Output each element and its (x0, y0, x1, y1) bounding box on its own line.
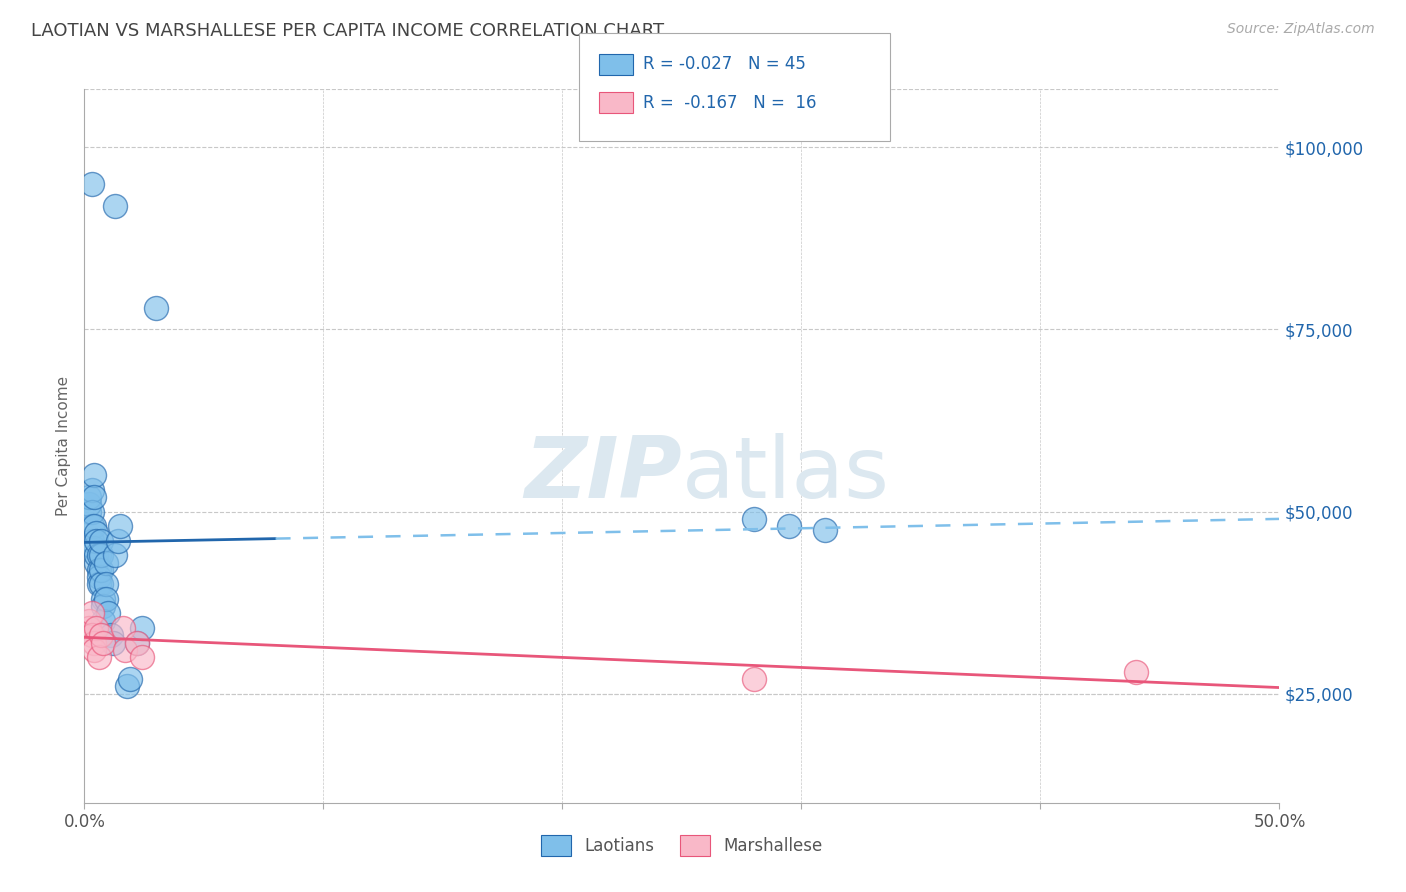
Point (93, 599, 115, 614)
Point (742, 672, 765, 686)
Point (104, 199, 127, 213)
Point (83, 519, 105, 533)
Legend: Laotians, Marshallese: Laotians, Marshallese (534, 829, 830, 863)
Point (83, 541, 105, 555)
Point (77, 621, 100, 635)
Point (90, 628, 112, 642)
Point (80, 483, 103, 497)
Point (107, 533, 129, 548)
Point (80, 628, 103, 642)
Point (77, 497, 100, 511)
Point (101, 635, 124, 649)
Point (814, 523, 837, 537)
Point (1125, 665, 1147, 679)
Point (93, 591, 115, 606)
Point (94, 577, 117, 591)
Point (104, 548, 127, 562)
Point (80, 504, 103, 518)
Point (117, 679, 139, 693)
Text: R = -0.027   N = 45: R = -0.027 N = 45 (643, 55, 806, 73)
Point (90, 577, 112, 591)
Point (118, 672, 141, 686)
Text: Source: ZipAtlas.com: Source: ZipAtlas.com (1227, 22, 1375, 37)
Point (93, 614, 115, 628)
Point (87, 577, 110, 591)
Text: atlas: atlas (682, 433, 890, 516)
Point (77, 614, 100, 628)
Point (742, 512, 765, 526)
Point (87, 563, 110, 577)
Point (86, 533, 108, 548)
Point (80, 533, 103, 548)
Point (80, 519, 103, 533)
Point (86, 556, 108, 570)
Point (90, 563, 112, 577)
Y-axis label: Per Capita Income: Per Capita Income (56, 376, 72, 516)
Point (87, 548, 110, 562)
Point (87, 570, 110, 584)
Point (111, 621, 134, 635)
Text: LAOTIAN VS MARSHALLESE PER CAPITA INCOME CORRELATION CHART: LAOTIAN VS MARSHALLESE PER CAPITA INCOME… (31, 22, 664, 40)
Point (80, 177, 103, 191)
Text: R =  -0.167   N =  16: R = -0.167 N = 16 (643, 94, 815, 112)
Point (779, 519, 801, 533)
Point (90, 548, 112, 562)
Point (83, 468, 105, 483)
Point (86, 548, 108, 562)
Point (145, 301, 167, 315)
Point (125, 635, 148, 649)
Text: ZIP: ZIP (524, 433, 682, 516)
Point (86, 526, 108, 541)
Point (86, 621, 108, 635)
Point (100, 628, 122, 642)
Point (131, 621, 153, 635)
Point (97, 607, 120, 621)
Point (110, 519, 132, 533)
Point (131, 650, 153, 665)
Point (125, 635, 148, 649)
Point (87, 650, 110, 665)
Point (83, 635, 105, 649)
Point (94, 556, 117, 570)
Point (83, 643, 105, 657)
Point (90, 533, 112, 548)
Point (80, 607, 103, 621)
Point (77, 490, 100, 504)
Point (93, 635, 115, 649)
Point (94, 591, 117, 606)
Point (83, 490, 105, 504)
Point (77, 504, 100, 518)
Point (114, 643, 136, 657)
